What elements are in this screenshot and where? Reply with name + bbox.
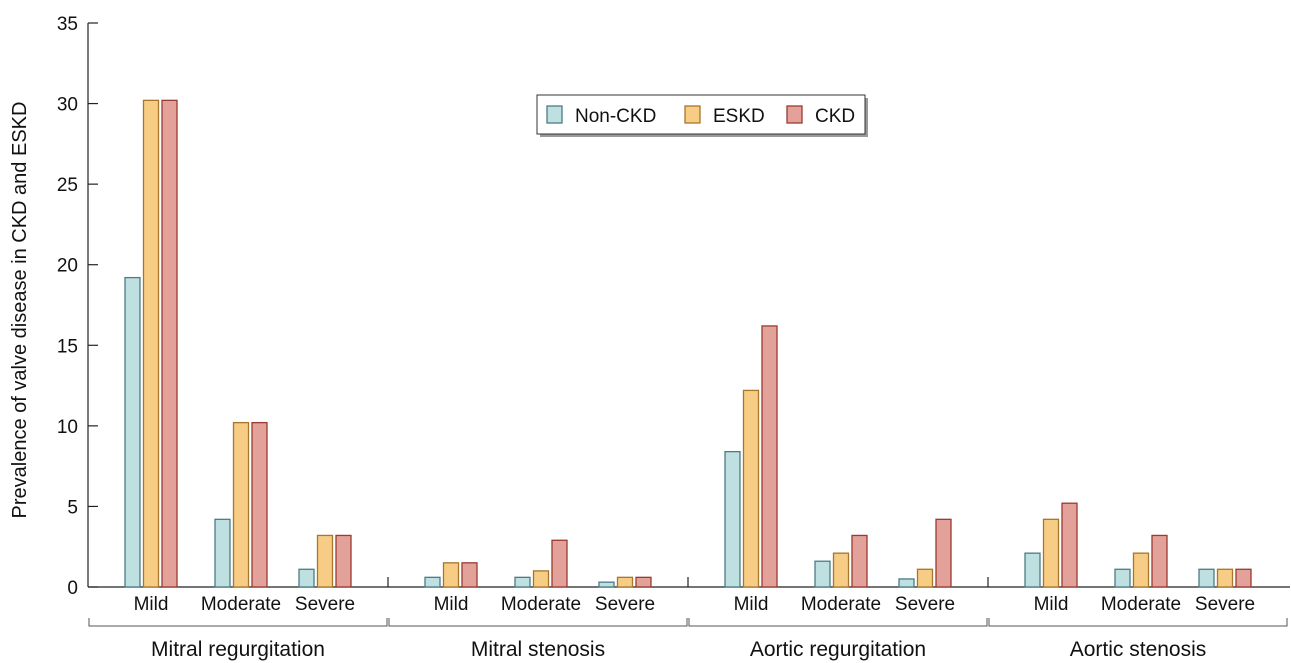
x-subcategory-label: Mild	[134, 594, 169, 615]
bar-eskd	[616, 576, 634, 588]
bar-non-ckd	[514, 576, 531, 588]
bar-non-ckd	[724, 450, 741, 588]
group-bracket	[388, 618, 688, 627]
bar-ckd	[461, 562, 478, 588]
x-subcategory-label: Moderate	[1101, 594, 1181, 615]
bar-eskd	[232, 421, 250, 588]
bar-non-ckd	[298, 568, 315, 588]
x-subcategory-label: Severe	[1195, 594, 1255, 615]
x-group-label: Aortic regurgitation	[750, 638, 926, 661]
y-tick-label: 0	[67, 578, 78, 599]
legend-box	[536, 94, 866, 135]
bar-ckd	[251, 421, 268, 588]
bar-eskd	[142, 99, 160, 588]
y-tick-label: 15	[57, 336, 78, 357]
bar-ckd	[761, 325, 778, 588]
y-tick-label: 20	[57, 256, 78, 277]
bar-ckd	[161, 99, 178, 588]
x-group-label: Aortic stenosis	[1070, 638, 1207, 661]
bar-eskd	[742, 389, 760, 588]
bar-ckd	[635, 576, 652, 588]
legend-label: ESKD	[713, 106, 765, 127]
bar-ckd	[335, 534, 352, 588]
bar-eskd	[532, 570, 550, 588]
y-tick-label: 25	[57, 175, 78, 196]
x-subcategory-label: Mild	[1034, 594, 1069, 615]
bar-non-ckd	[1198, 568, 1215, 588]
bar-non-ckd	[214, 518, 231, 588]
x-subcategory-label: Severe	[595, 594, 655, 615]
legend-label: Non-CKD	[575, 106, 656, 127]
x-group-label: Mitral stenosis	[471, 638, 605, 661]
bar-non-ckd	[1114, 568, 1131, 588]
bar-eskd	[1216, 568, 1234, 588]
y-tick-label: 10	[57, 417, 78, 438]
x-subcategory-label: Moderate	[801, 594, 881, 615]
bar-eskd	[916, 568, 934, 588]
y-tick-label: 35	[57, 14, 78, 35]
x-subcategory-label: Severe	[895, 594, 955, 615]
bar-ckd	[851, 534, 868, 588]
legend-swatch-eskd	[684, 105, 701, 124]
bar-non-ckd	[1024, 552, 1041, 588]
bar-eskd	[832, 552, 850, 588]
x-subcategory-label: Mild	[734, 594, 769, 615]
y-tick-label: 30	[57, 95, 78, 116]
bar-eskd	[442, 562, 460, 588]
y-axis-title: Prevalence of valve disease in CKD and E…	[9, 102, 31, 519]
bar-ckd	[1151, 534, 1168, 588]
x-subcategory-label: Mild	[434, 594, 469, 615]
bar-non-ckd	[598, 581, 615, 588]
x-group-label: Mitral regurgitation	[151, 638, 325, 661]
bar-eskd	[316, 534, 334, 588]
bar-eskd	[1132, 552, 1150, 588]
bar-ckd	[551, 539, 568, 588]
bar-eskd	[1042, 518, 1060, 588]
y-tick-label: 5	[67, 497, 78, 518]
x-subcategory-label: Moderate	[201, 594, 281, 615]
group-bracket	[88, 618, 388, 627]
bar-non-ckd	[124, 276, 141, 588]
bar-ckd	[1235, 568, 1252, 588]
bar-non-ckd	[898, 578, 915, 588]
x-subcategory-label: Moderate	[501, 594, 581, 615]
bar-non-ckd	[424, 576, 441, 588]
group-bracket	[988, 618, 1288, 627]
group-bracket	[688, 618, 988, 627]
legend-label: CKD	[815, 106, 855, 127]
bar-ckd	[935, 518, 952, 588]
bar-ckd	[1061, 502, 1078, 588]
x-subcategory-label: Severe	[295, 594, 355, 615]
legend-swatch-ckd	[786, 105, 803, 124]
legend-swatch-non-ckd	[546, 105, 563, 124]
bar-non-ckd	[814, 560, 831, 588]
